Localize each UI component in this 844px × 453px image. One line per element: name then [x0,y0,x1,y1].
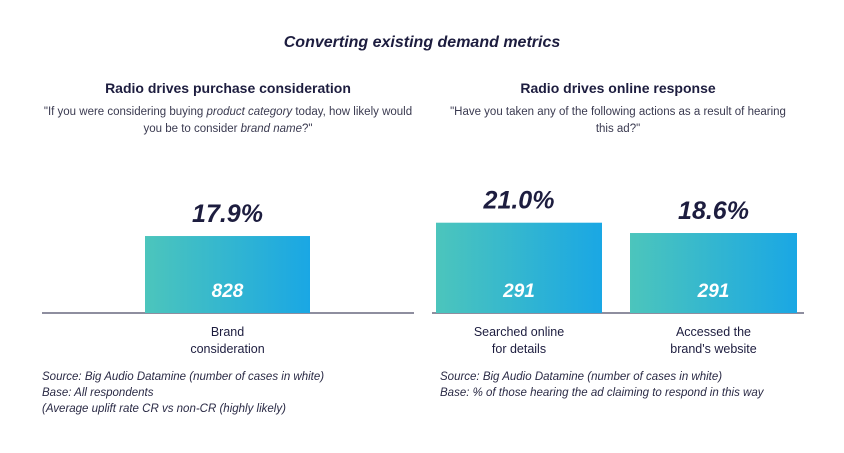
right-footnotes: Source: Big Audio Datamine (number of ca… [440,369,840,401]
value-label: 18.6% [678,197,749,225]
bar [630,233,797,313]
question-part: "If you were considering buying [43,106,207,118]
value-label: 17.9% [192,200,263,228]
right-panel-title: Radio drives online response [520,80,716,96]
cases-label: 291 [697,281,730,302]
cases-label: 828 [212,281,244,302]
category-label: for details [492,342,546,356]
category-label: consideration [190,342,264,356]
question-part: today, how likely would you be to consid… [143,106,413,135]
footnote-line: Base: % of those hearing the ad claiming… [440,387,764,399]
value-label: 21.0% [483,187,555,215]
bar [145,236,310,313]
bar [436,222,602,313]
right-panel-question: "Have you taken any of the following act… [450,106,786,135]
category-label: Searched online [474,325,564,339]
main-title: Converting existing demand metrics [283,34,561,51]
question-part: ?" [302,123,313,135]
question-part: brand name [240,123,303,135]
category-label: Accessed the [676,325,751,339]
cases-label: 291 [502,281,535,302]
left-footnotes: Source: Big Audio Datamine (number of ca… [42,369,422,417]
footnote-line: Source: Big Audio Datamine (number of ca… [440,371,723,383]
category-label: brand's website [670,342,757,356]
left-panel-title: Radio drives purchase consideration [105,80,351,96]
question-part: product category [206,106,293,118]
left-panel-question: "If you were considering buying product … [42,104,414,138]
category-label: Brand [211,325,244,339]
footnote-line: Base: All respondents [42,387,154,399]
footnote-line: Source: Big Audio Datamine (number of ca… [42,371,325,383]
footnote-line: (Average uplift rate CR vs non-CR (highl… [42,403,286,415]
